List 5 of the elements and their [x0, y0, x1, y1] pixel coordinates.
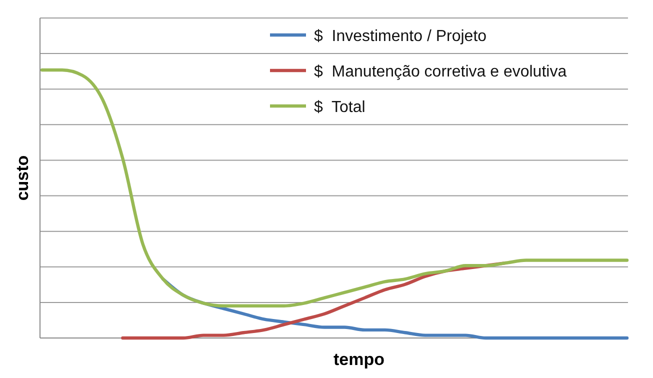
legend-label: $ Manutenção corretiva e evolutiva	[314, 64, 567, 80]
legend-label: $ Investimento / Projeto	[314, 28, 487, 45]
x-axis-title: tempo	[334, 350, 384, 369]
legend-label: $ Total	[314, 99, 366, 116]
y-axis-title: custo	[13, 155, 32, 201]
